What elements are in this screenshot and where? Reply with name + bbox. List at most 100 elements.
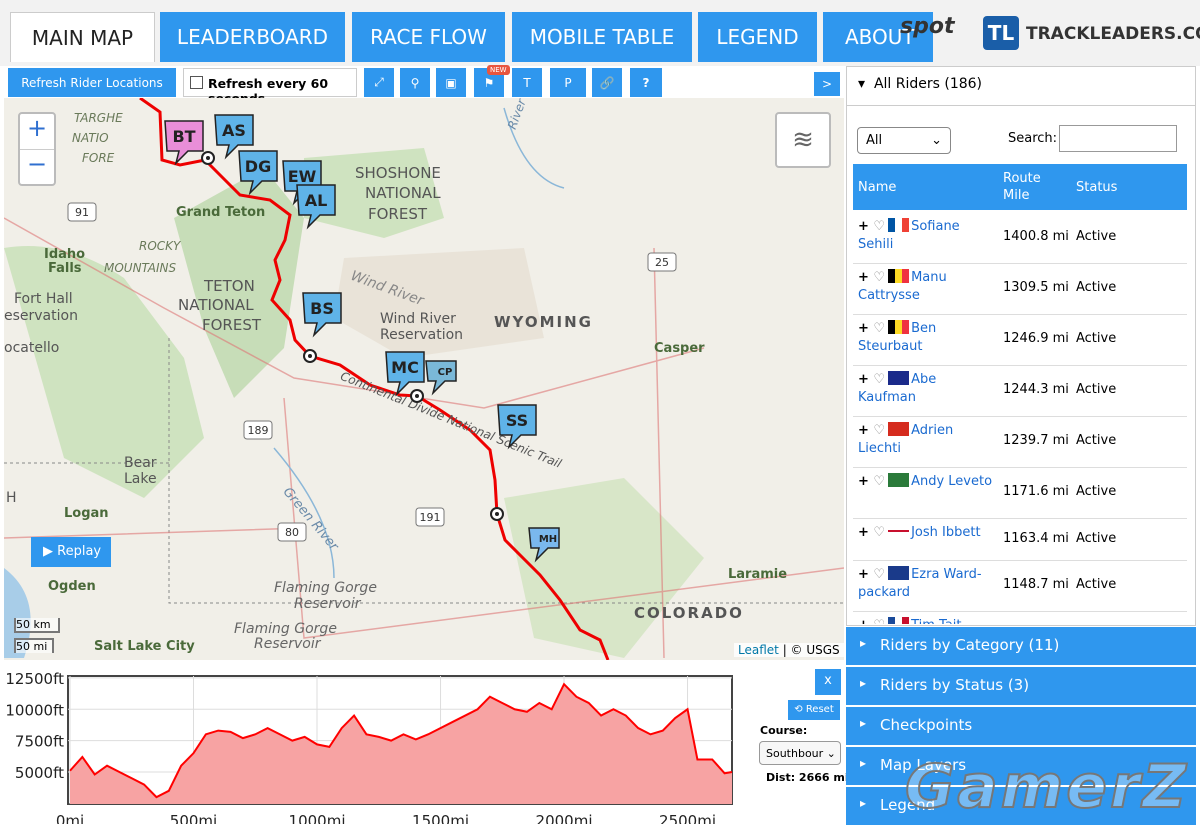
scale-km: 50 km: [14, 618, 60, 633]
layers-button[interactable]: ≋: [775, 112, 831, 168]
tab-mobile-table[interactable]: MOBILE TABLE: [512, 12, 692, 62]
add-icon[interactable]: +: [858, 618, 873, 624]
rider-name[interactable]: Manu Cattrysse: [858, 270, 947, 303]
add-icon[interactable]: +: [858, 270, 874, 285]
rider-name[interactable]: Josh Ibbett: [911, 525, 981, 540]
add-icon[interactable]: +: [858, 525, 874, 540]
search-input[interactable]: [1059, 125, 1177, 152]
rider-name-cell: + ♡ Andy Leveto: [858, 473, 998, 491]
rider-row: + ♡ Sofiane Sehili 1400.8 mi Active: [853, 212, 1187, 264]
favorite-icon[interactable]: ♡: [873, 525, 886, 540]
rider-name[interactable]: Abe Kaufman: [858, 372, 937, 405]
favorite-icon[interactable]: ♡: [873, 423, 886, 438]
course-select[interactable]: Southbour ⌄: [759, 741, 841, 765]
table-header: Name Route Mile Status: [853, 164, 1187, 210]
flag: [888, 617, 910, 624]
tool-button[interactable]: 🔗: [592, 68, 622, 97]
reset-button[interactable]: ⟲ Reset: [788, 700, 840, 720]
section[interactable]: Checkpoints: [846, 707, 1196, 745]
rider-marker[interactable]: [238, 150, 278, 196]
new-badge: NEW: [487, 65, 510, 75]
favorite-icon[interactable]: ♡: [873, 372, 886, 387]
rider-marker[interactable]: [528, 527, 560, 563]
rider-name[interactable]: Adrien Liechti: [858, 423, 954, 456]
rider-name-cell: + ♡ Abe Kaufman: [858, 371, 998, 407]
zoom-in[interactable]: +: [20, 114, 54, 150]
rider-marker[interactable]: [302, 292, 342, 338]
col-status[interactable]: Status: [1076, 180, 1118, 195]
auto-refresh[interactable]: Refresh every 60 seconds: [183, 68, 357, 106]
panel-title[interactable]: ▾ All Riders (186): [858, 76, 983, 92]
rider-marker[interactable]: [214, 114, 254, 160]
distance: Dist: 2666 mi: [766, 771, 849, 784]
filter-select[interactable]: All ⌄: [857, 127, 951, 154]
col-name[interactable]: Name: [858, 180, 897, 195]
map-label: MOUNTAINS: [104, 261, 177, 275]
col-route-mile[interactable]: Route Mile: [1003, 171, 1041, 203]
leaflet-link[interactable]: Leaflet: [738, 643, 779, 657]
close-button[interactable]: x: [815, 669, 841, 695]
road-shield: [415, 507, 445, 527]
section[interactable]: Legend: [846, 787, 1196, 825]
rider-name[interactable]: Ezra Ward-packard: [858, 567, 982, 600]
add-icon[interactable]: +: [858, 219, 874, 234]
rider-name[interactable]: Sofiane Sehili: [858, 219, 960, 252]
tab-race-flow[interactable]: RACE FLOW: [352, 12, 505, 62]
forest-area: [504, 478, 704, 658]
route-mile: 1244.3 mi: [1003, 382, 1069, 397]
tool-button[interactable]: ?: [630, 68, 662, 97]
map-label: Salt Lake City: [94, 639, 195, 654]
rider-initials: BT: [172, 127, 195, 146]
favorite-icon[interactable]: ♡: [873, 321, 886, 336]
map-label: FORE: [82, 151, 115, 165]
map-label: TETON: [203, 277, 255, 295]
tool-button[interactable]: ⤢: [364, 68, 394, 97]
add-icon[interactable]: +: [858, 372, 874, 387]
rider-marker[interactable]: [497, 404, 537, 450]
add-icon[interactable]: +: [858, 474, 874, 489]
favorite-icon[interactable]: ♡: [873, 567, 886, 582]
expand-button[interactable]: >: [814, 72, 840, 96]
tab-main-map[interactable]: MAIN MAP: [10, 12, 155, 62]
section[interactable]: Map Layers: [846, 747, 1196, 785]
tab-legend[interactable]: LEGEND: [698, 12, 817, 62]
tab-leaderboard[interactable]: LEADERBOARD: [160, 12, 345, 62]
map-label: Grand Teton: [176, 205, 265, 220]
favorite-icon[interactable]: ♡: [873, 474, 886, 489]
add-icon[interactable]: +: [858, 321, 874, 336]
tab-about[interactable]: ABOUT: [823, 12, 933, 62]
zoom-out[interactable]: −: [26, 150, 48, 178]
rider-marker[interactable]: [296, 184, 336, 230]
favorite-icon[interactable]: ♡: [873, 270, 886, 285]
rider-marker[interactable]: [164, 120, 204, 166]
map-label: Logan: [64, 506, 109, 521]
checkbox[interactable]: [190, 76, 203, 89]
tool-button[interactable]: P: [550, 68, 586, 97]
refresh-button[interactable]: Refresh Rider Locations: [8, 68, 176, 97]
rider-name[interactable]: Andy Leveto: [911, 474, 993, 489]
rider-marker[interactable]: [425, 360, 457, 396]
rider-name[interactable]: Ben Steurbaut: [858, 321, 937, 354]
route-line: [139, 98, 610, 660]
map-label: Flaming Gorge: [274, 580, 377, 596]
replay-button[interactable]: ▶ Replay: [31, 537, 111, 567]
add-icon[interactable]: +: [858, 423, 874, 438]
flag: [888, 566, 910, 580]
rider-name[interactable]: Tim Tait: [911, 618, 961, 624]
section[interactable]: Riders by Status (3): [846, 667, 1196, 705]
map-label: WYOMING: [494, 313, 593, 331]
favorite-icon[interactable]: ♡: [873, 618, 885, 624]
reservation-area: [334, 248, 544, 358]
map-label: Ogden: [48, 579, 96, 594]
tool-button[interactable]: ▣: [436, 68, 466, 97]
tool-button[interactable]: ⚲: [400, 68, 430, 97]
tool-button[interactable]: T: [512, 68, 542, 97]
add-icon[interactable]: +: [858, 567, 874, 582]
elevation-area: [70, 684, 732, 804]
section[interactable]: Riders by Category (11): [846, 627, 1196, 665]
favorite-icon[interactable]: ♡: [873, 219, 886, 234]
tl-logo: TL: [983, 16, 1019, 50]
rider-initials: AS: [222, 121, 246, 140]
rider-marker[interactable]: [385, 351, 425, 397]
